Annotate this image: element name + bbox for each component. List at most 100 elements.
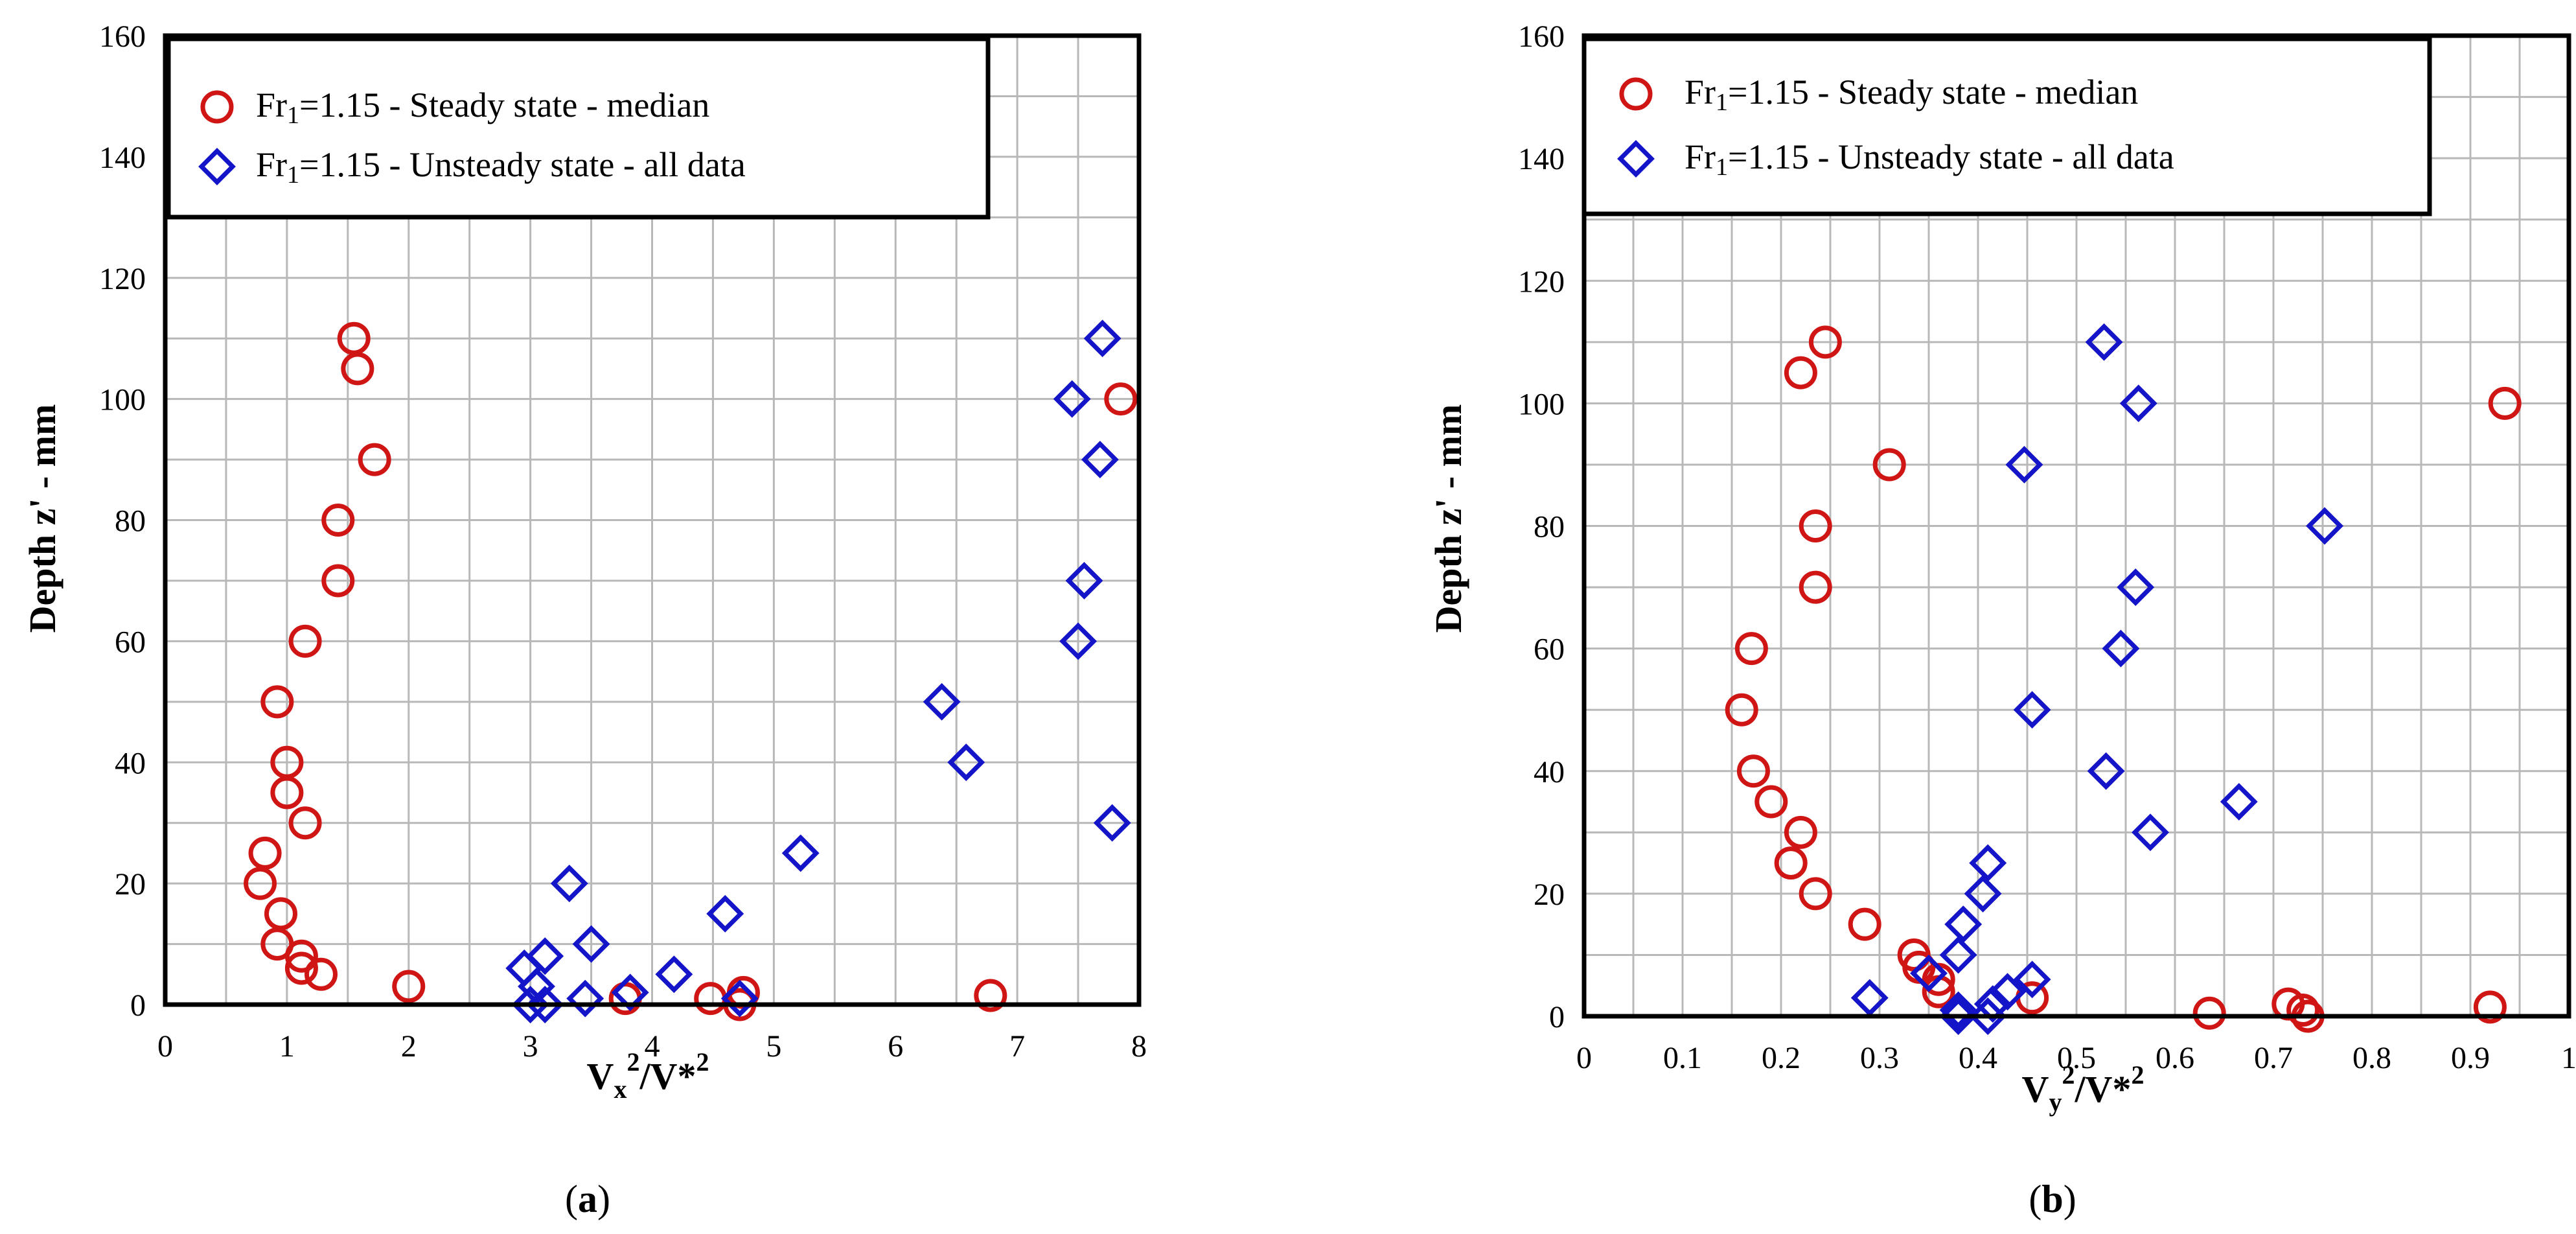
unsteady-data-point: [1081, 441, 1119, 479]
unsteady-data-point: [2306, 507, 2343, 545]
unsteady-data-point: [781, 834, 820, 872]
x-tick-label: 0: [157, 1029, 173, 1064]
y-tick-label: 120: [99, 262, 146, 296]
unsteady-data-point: [2087, 752, 2125, 790]
y-tick-label: 140: [1518, 142, 1565, 176]
steady-series: [1725, 325, 2522, 1033]
y-axis-title: Depth z' - mm: [21, 404, 63, 633]
x-tick-label: 0.9: [2451, 1041, 2490, 1075]
legend-circle-marker: [200, 90, 234, 124]
x-tick-label: 2: [401, 1029, 417, 1064]
unsteady-data-point: [2119, 384, 2157, 423]
steady-data-point: [1848, 907, 1881, 941]
panel-label: (b): [2029, 1178, 2076, 1220]
steady-data-point: [284, 951, 318, 985]
unsteady-data-point: [611, 973, 649, 1012]
steady-data-point: [321, 504, 355, 537]
steady-data-point: [244, 867, 277, 900]
x-tick-label: 1: [2561, 1041, 2576, 1075]
x-tick-label: 0.2: [1762, 1041, 1800, 1075]
unsteady-data-point: [2117, 568, 2155, 607]
x-tick-label: 1: [279, 1029, 295, 1064]
x-tick-label: 0: [1576, 1041, 1592, 1075]
unsteady-data-point: [1093, 804, 1131, 842]
unsteady-data-point: [1969, 844, 2007, 882]
steady-data-point: [2286, 994, 2320, 1027]
unsteady-data-point: [1083, 320, 1121, 358]
unsteady-data-point: [2013, 960, 2051, 999]
legend-entry-text: Fr1=1.15 - Steady state - median: [256, 86, 709, 129]
unsteady-data-point: [511, 986, 549, 1023]
steady-data-point: [1774, 846, 1808, 880]
x-tick-label: 6: [888, 1029, 903, 1064]
unsteady-series: [1850, 323, 2343, 1035]
legend-box: [1581, 36, 2432, 216]
x-tick-label: 0.1: [1663, 1041, 1702, 1075]
y-tick-label: 60: [115, 625, 146, 659]
unsteady-data-point: [1065, 561, 1103, 600]
unsteady-data-point: [572, 925, 610, 963]
steady-data-point: [321, 564, 355, 598]
unsteady-data-point: [947, 743, 985, 782]
legend-entry-text: Fr1=1.15 - Unsteady state - all data: [1685, 137, 2174, 181]
unsteady-data-point: [550, 865, 588, 903]
x-tick-label: 0.6: [2156, 1041, 2194, 1075]
steady-data-point: [392, 970, 426, 1003]
steady-data-point: [1808, 325, 1842, 359]
steady-data-point: [1799, 509, 1832, 542]
x-tick-label: 7: [1009, 1029, 1025, 1064]
y-axis-title: Depth z' - mm: [1427, 404, 1469, 633]
unsteady-data-point: [655, 955, 693, 994]
legend-diamond-marker: [198, 148, 236, 185]
steady-data-point: [1799, 570, 1832, 604]
y-tick-label: 120: [1518, 264, 1565, 299]
legend: Fr1=1.15 - Steady state - median Fr1=1.15…: [1581, 36, 2432, 216]
unsteady-data-point: [1964, 874, 2002, 913]
unsteady-data-point: [2220, 783, 2258, 821]
legend-diamond-marker: [1617, 140, 1655, 178]
x-tick-label: 4: [645, 1029, 660, 1064]
unsteady-data-point: [1910, 954, 1948, 992]
steady-data-point: [1725, 693, 1758, 727]
unsteady-series: [505, 320, 1131, 1023]
steady-data-point: [2473, 990, 2507, 1024]
y-tick-label: 0: [1549, 1000, 1565, 1034]
plot-frame: [163, 33, 1142, 1007]
steady-series: [244, 321, 1138, 1021]
steady-data-point: [1784, 356, 1817, 390]
unsteady-data-point: [1850, 979, 1889, 1017]
unsteady-data-point: [923, 682, 961, 721]
steady-data-point: [358, 443, 391, 476]
x-axis-title: Vx2/V*2: [587, 1047, 709, 1104]
steady-data-point: [2192, 996, 2226, 1030]
x-tick-label: 8: [1131, 1029, 1147, 1064]
steady-data-point: [341, 352, 374, 386]
steady-data-point: [284, 939, 318, 973]
y-tick-label: 140: [99, 141, 146, 175]
panel-b-scatter-chart: 0 0.1 0.2 0.3 0.4 0.5 0.6 0.7 0.8 0.9 1 0 20 40 60 80 10…: [1427, 19, 2576, 1220]
unsteady-data-point: [1053, 380, 1091, 418]
steady-data-point: [1104, 382, 1138, 416]
legend-circle-marker: [1619, 77, 1653, 111]
unsteady-data-point: [518, 968, 555, 1005]
x-tick-label: 0.4: [1959, 1041, 1997, 1075]
y-tick-label: 160: [99, 19, 146, 54]
y-tick-label: 40: [115, 746, 146, 780]
unsteady-data-point: [2132, 813, 2169, 852]
unsteady-data-point: [2085, 323, 2123, 361]
y-tick-label: 80: [1534, 510, 1565, 544]
steady-data-point: [304, 957, 338, 991]
y-tick-label: 100: [99, 383, 146, 417]
plot-frame: [1581, 33, 2571, 1019]
steady-data-point: [1754, 785, 1788, 819]
unsteady-data-point: [720, 979, 759, 1018]
steady-data-point: [288, 806, 322, 840]
x-tick-label: 0.5: [2057, 1041, 2096, 1075]
steady-data-point: [1736, 754, 1770, 788]
unsteady-data-point: [1969, 997, 2007, 1035]
steady-data-point: [1872, 448, 1906, 482]
y-tick-label: 60: [1534, 633, 1565, 667]
x-tick-label: 5: [766, 1029, 781, 1064]
steady-data-point: [270, 776, 304, 809]
